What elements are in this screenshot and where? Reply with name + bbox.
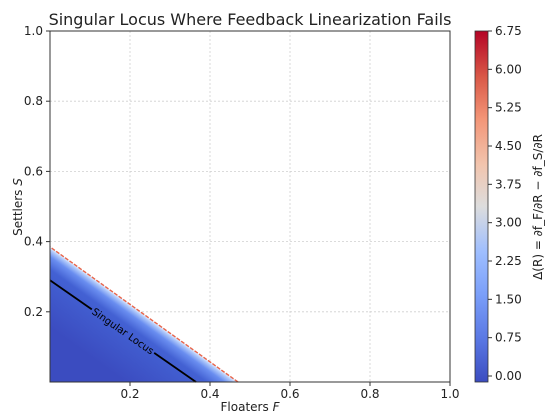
x-tick-label-0: 0.2 — [120, 387, 139, 401]
colorbar-tick-label-2: 1.50 — [495, 292, 522, 306]
plot-frame — [49, 30, 451, 383]
chart-title: Singular Locus Where Feedback Linearizat… — [49, 10, 452, 29]
locus-line-upper — [49, 279, 93, 311]
x-tick-label-2: 0.6 — [280, 387, 299, 401]
x-axis: 0.2 0.4 0.6 0.8 1.0 — [120, 382, 460, 401]
y-tick-label-0: 0.2 — [24, 305, 43, 319]
colorbar-tick-label-7: 5.25 — [495, 101, 522, 115]
colorbar-ticks: 0.00 0.75 1.50 2.25 3.00 3.75 4.50 5.25 6.00 6.75 — [488, 24, 522, 383]
y-tick-label-4: 1.0 — [24, 24, 43, 38]
region-boundary — [50, 246, 239, 382]
heatmap-fill — [50, 246, 238, 382]
y-tick-label-2: 0.6 — [24, 164, 43, 178]
colorbar-label: Δ(R) = ∂f_F/∂R − ∂f_S/∂R — [531, 134, 545, 280]
locus-line-lower — [153, 352, 197, 383]
colorbar — [474, 30, 489, 383]
colorbar-tick-label-0: 0.00 — [495, 369, 522, 383]
x-tick-label-1: 0.4 — [200, 387, 219, 401]
colorbar-tick-label-4: 3.00 — [495, 216, 522, 230]
colorbar-tick-label-9: 6.75 — [495, 24, 522, 38]
y-tick-label-1: 0.4 — [24, 235, 43, 249]
y-axis-label: Settlers S — [11, 178, 25, 236]
y-axis: 0.2 0.4 0.6 0.8 1.0 — [24, 24, 50, 319]
heatmap-region — [50, 246, 239, 382]
x-tick-label-4: 1.0 — [440, 387, 459, 401]
x-tick-label-3: 0.8 — [360, 387, 379, 401]
y-tick-label-3: 0.8 — [24, 94, 43, 108]
colorbar-tick-label-6: 4.50 — [495, 139, 522, 153]
colorbar-tick-label-8: 6.00 — [495, 62, 522, 76]
colorbar-tick-label-1: 0.75 — [495, 331, 522, 345]
colorbar-tick-label-3: 2.25 — [495, 254, 522, 268]
x-axis-label: Floaters F — [221, 400, 281, 414]
colorbar-tick-label-5: 3.75 — [495, 177, 522, 191]
